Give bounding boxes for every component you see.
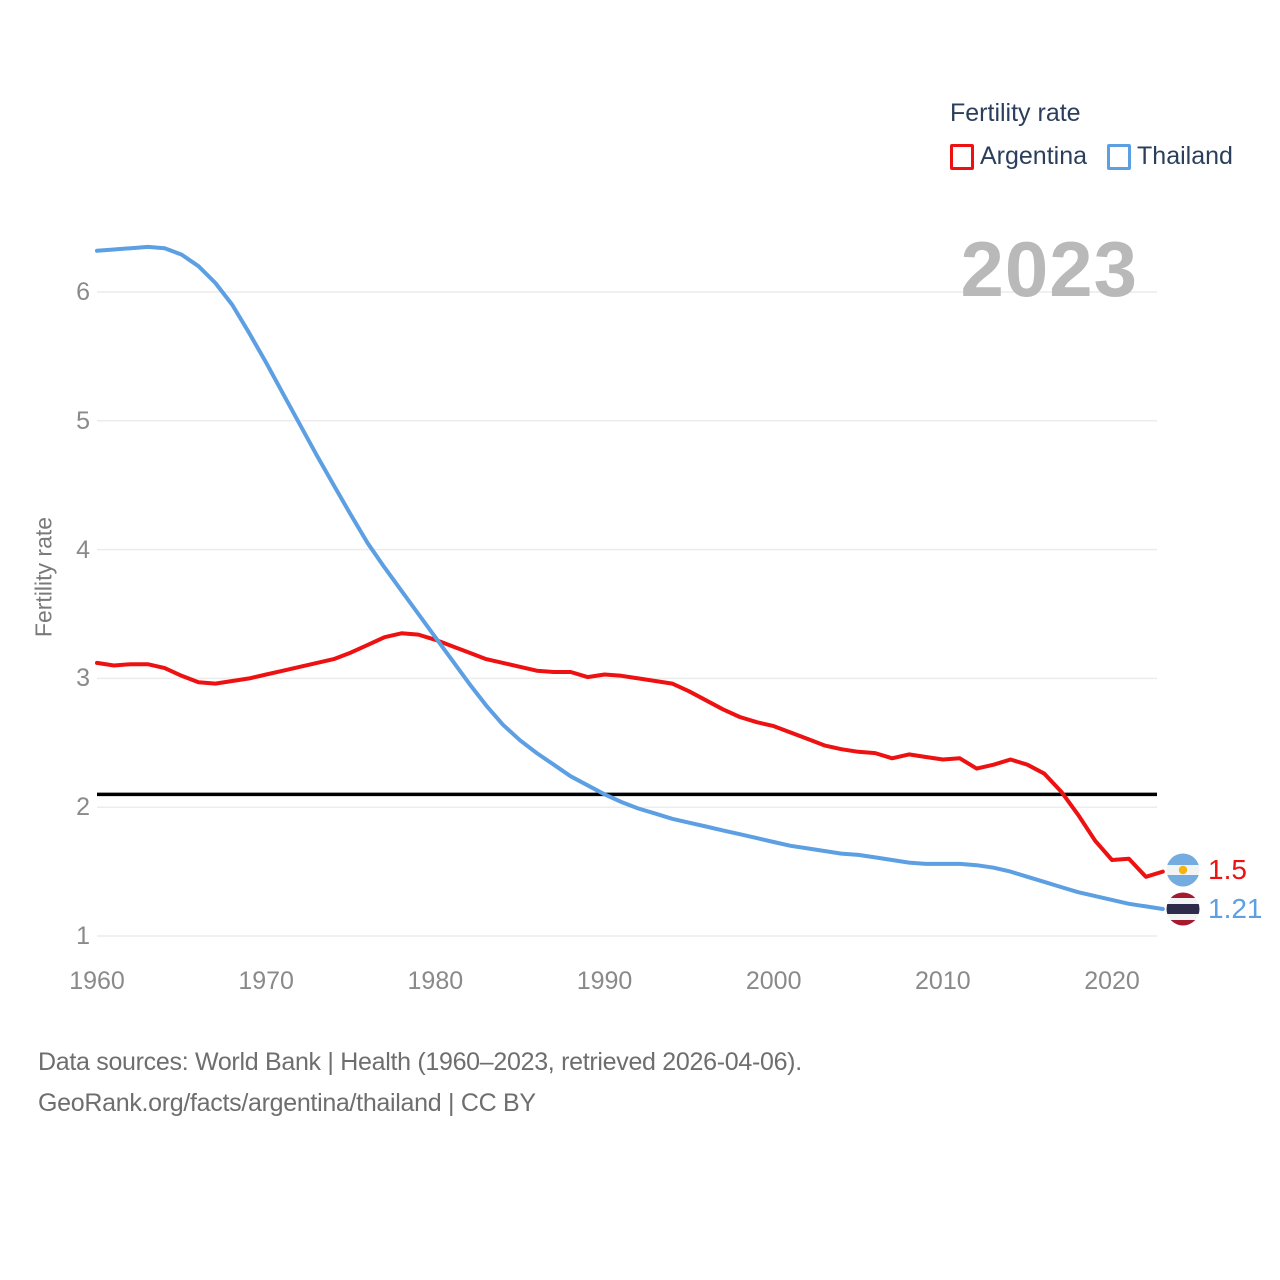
legend: Fertility rate Argentina Thailand [950, 99, 1233, 171]
y-tick-label-3: 3 [76, 664, 90, 693]
legend-item-thailand[interactable]: Thailand [1107, 142, 1233, 171]
argentina-line[interactable] [95, 631, 1165, 879]
argentina-latest-value: 1.5 [1208, 854, 1247, 885]
x-tick-label-1980: 1980 [407, 967, 464, 995]
x-tick-label-1990: 1990 [576, 967, 633, 995]
y-tick-label-1: 1 [76, 922, 90, 950]
x-tick-label-2010: 2010 [915, 967, 971, 995]
x-tick-label-1960: 1960 [69, 967, 125, 995]
footer: Data sources: World Bank | Health (1960–… [38, 1042, 802, 1124]
x-tick-label-2020: 2020 [1084, 967, 1140, 995]
y-tick-label-5: 5 [76, 406, 90, 435]
attribution-line: GeoRank.org/facts/argentina/thailand | C… [38, 1089, 536, 1117]
argentina-end-label: 1.5 [1166, 853, 1247, 887]
plot-area [95, 244, 1165, 937]
argentina-flag-icon [1166, 853, 1200, 887]
legend-title: Fertility rate [950, 99, 1081, 127]
thailand-end-label: 1.21 [1166, 892, 1263, 926]
legend-label-argentina: Argentina [980, 142, 1088, 170]
legend-item-argentina[interactable]: Argentina [950, 142, 1087, 171]
x-tick-label-2000: 2000 [745, 967, 802, 995]
y-tick-label-4: 4 [76, 535, 90, 564]
current-year-watermark: 2023 [960, 225, 1138, 313]
legend-items: Argentina Thailand [950, 142, 1233, 171]
data-sources-line: Data sources: World Bank | Health (1960–… [38, 1048, 802, 1076]
legend-label-thailand: Thailand [1137, 142, 1233, 170]
argentina-series-swatch-icon [950, 143, 974, 170]
thailand-flag-icon [1166, 892, 1200, 926]
thailand-series-swatch-icon [1107, 143, 1132, 170]
y-tick-label-2: 2 [76, 793, 90, 822]
x-tick-label-1970: 1970 [238, 967, 294, 995]
thailand-latest-value: 1.21 [1208, 893, 1263, 924]
thailand-line[interactable] [95, 244, 1165, 911]
y-tick-label-6: 6 [76, 278, 90, 306]
